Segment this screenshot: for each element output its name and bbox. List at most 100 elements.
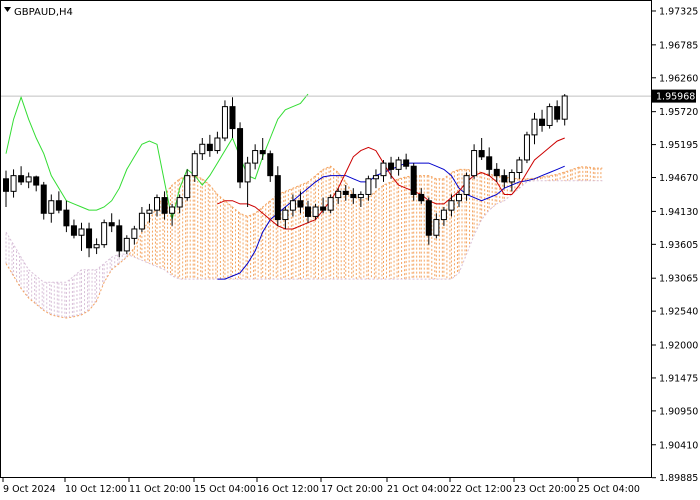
- candle-body: [55, 200, 62, 211]
- candle: [274, 166, 281, 226]
- candle: [433, 213, 440, 239]
- candle: [440, 207, 447, 226]
- candle-body: [433, 219, 440, 236]
- candle: [297, 191, 304, 214]
- candle-body: [456, 193, 462, 202]
- candle-body: [78, 228, 85, 236]
- candle-body: [154, 197, 160, 211]
- candle: [456, 191, 462, 208]
- plot-frame: [0, 0, 652, 478]
- x-tick-label: 10 Oct 12:00: [65, 484, 127, 495]
- time-axis[interactable]: 9 Oct 2024 10 Oct 12:00 11 Oct 20:00 15 Oct…: [2, 478, 640, 495]
- candle: [40, 181, 47, 220]
- candle: [259, 138, 266, 160]
- candle-body: [131, 228, 138, 239]
- candle-body: [516, 159, 523, 174]
- candle: [350, 188, 357, 204]
- candle: [55, 191, 62, 214]
- candle: [327, 194, 334, 214]
- candle-body: [169, 206, 176, 214]
- candle-body: [463, 175, 470, 195]
- candle: [380, 159, 387, 182]
- dropdown-triangle-icon[interactable]: [4, 7, 11, 12]
- candle: [33, 175, 40, 192]
- candle-body: [40, 184, 47, 214]
- x-tick-label: 22 Oct 12:00: [450, 484, 512, 495]
- candle-body: [274, 175, 281, 221]
- candle-body: [342, 190, 349, 195]
- candle: [169, 203, 176, 226]
- candle-body: [380, 162, 387, 177]
- candle: [176, 194, 183, 214]
- candle: [191, 150, 198, 182]
- candle-body: [554, 106, 561, 120]
- candle-body: [501, 175, 508, 183]
- candle-body: [176, 197, 183, 208]
- x-tick-label: 23 Oct 20:00: [514, 484, 576, 495]
- y-tick-label: 1.96785: [659, 40, 698, 51]
- candle: [539, 109, 546, 132]
- candle-body: [252, 150, 259, 164]
- candle-body: [539, 118, 546, 126]
- candle: [63, 200, 70, 233]
- candle: [101, 219, 108, 248]
- x-tick-label: 16 Oct 12:00: [257, 484, 319, 495]
- candle-body: [123, 237, 130, 252]
- candle: [206, 134, 213, 157]
- y-tick-label: 1.93605: [659, 240, 698, 251]
- candle: [214, 131, 221, 154]
- candle: [131, 225, 138, 245]
- y-tick-label: 1.89885: [659, 473, 698, 484]
- price-axis[interactable]: 1.97325 1.96785 1.96260 1.95720 1.95195 1.946…: [652, 6, 698, 484]
- candle-body: [471, 150, 478, 177]
- candle-body: [418, 193, 425, 202]
- candle: [501, 169, 508, 189]
- candle: [493, 163, 500, 182]
- candle: [108, 213, 115, 233]
- candle: [486, 147, 493, 176]
- x-tick-label: 15 Oct 04:00: [194, 484, 256, 495]
- candle-body: [561, 95, 568, 120]
- candle-body: [221, 106, 228, 139]
- candle-body: [161, 197, 168, 214]
- candle: [289, 194, 296, 217]
- candle-body: [3, 178, 9, 192]
- candle: [372, 169, 379, 189]
- candle-body: [108, 222, 115, 227]
- candle-body: [25, 176, 32, 183]
- candle-body: [206, 143, 213, 152]
- y-tick-label: 1.93065: [659, 274, 698, 285]
- y-tick-label: 1.95720: [659, 107, 698, 118]
- x-tick-label: 11 Oct 20:00: [129, 484, 191, 495]
- candle-body: [546, 106, 553, 126]
- candle: [184, 169, 191, 201]
- candle-body: [335, 190, 342, 199]
- candle: [78, 222, 85, 251]
- candle: [335, 188, 342, 204]
- candle: [48, 194, 55, 223]
- candle: [252, 144, 259, 170]
- candle: [244, 156, 251, 208]
- candle: [508, 169, 515, 192]
- candle: [86, 222, 93, 258]
- candle-body: [48, 200, 55, 214]
- current-price-label: 1.95968: [656, 92, 695, 103]
- candle-body: [508, 172, 515, 183]
- candle-body: [327, 197, 334, 211]
- candle-body: [86, 228, 93, 249]
- candle: [93, 238, 100, 255]
- candle: [146, 203, 153, 223]
- symbol-header: GBPAUD,H4: [4, 7, 73, 18]
- candle-body: [531, 118, 538, 136]
- candle: [561, 94, 568, 126]
- candle: [425, 197, 432, 245]
- candle: [388, 156, 395, 179]
- candle-body: [229, 106, 236, 130]
- x-tick-label: 25 Oct 04:00: [578, 484, 640, 495]
- candle-body: [93, 244, 100, 249]
- candle-body: [138, 212, 145, 230]
- y-tick-label: 1.94670: [659, 173, 698, 184]
- candle-body: [101, 222, 108, 246]
